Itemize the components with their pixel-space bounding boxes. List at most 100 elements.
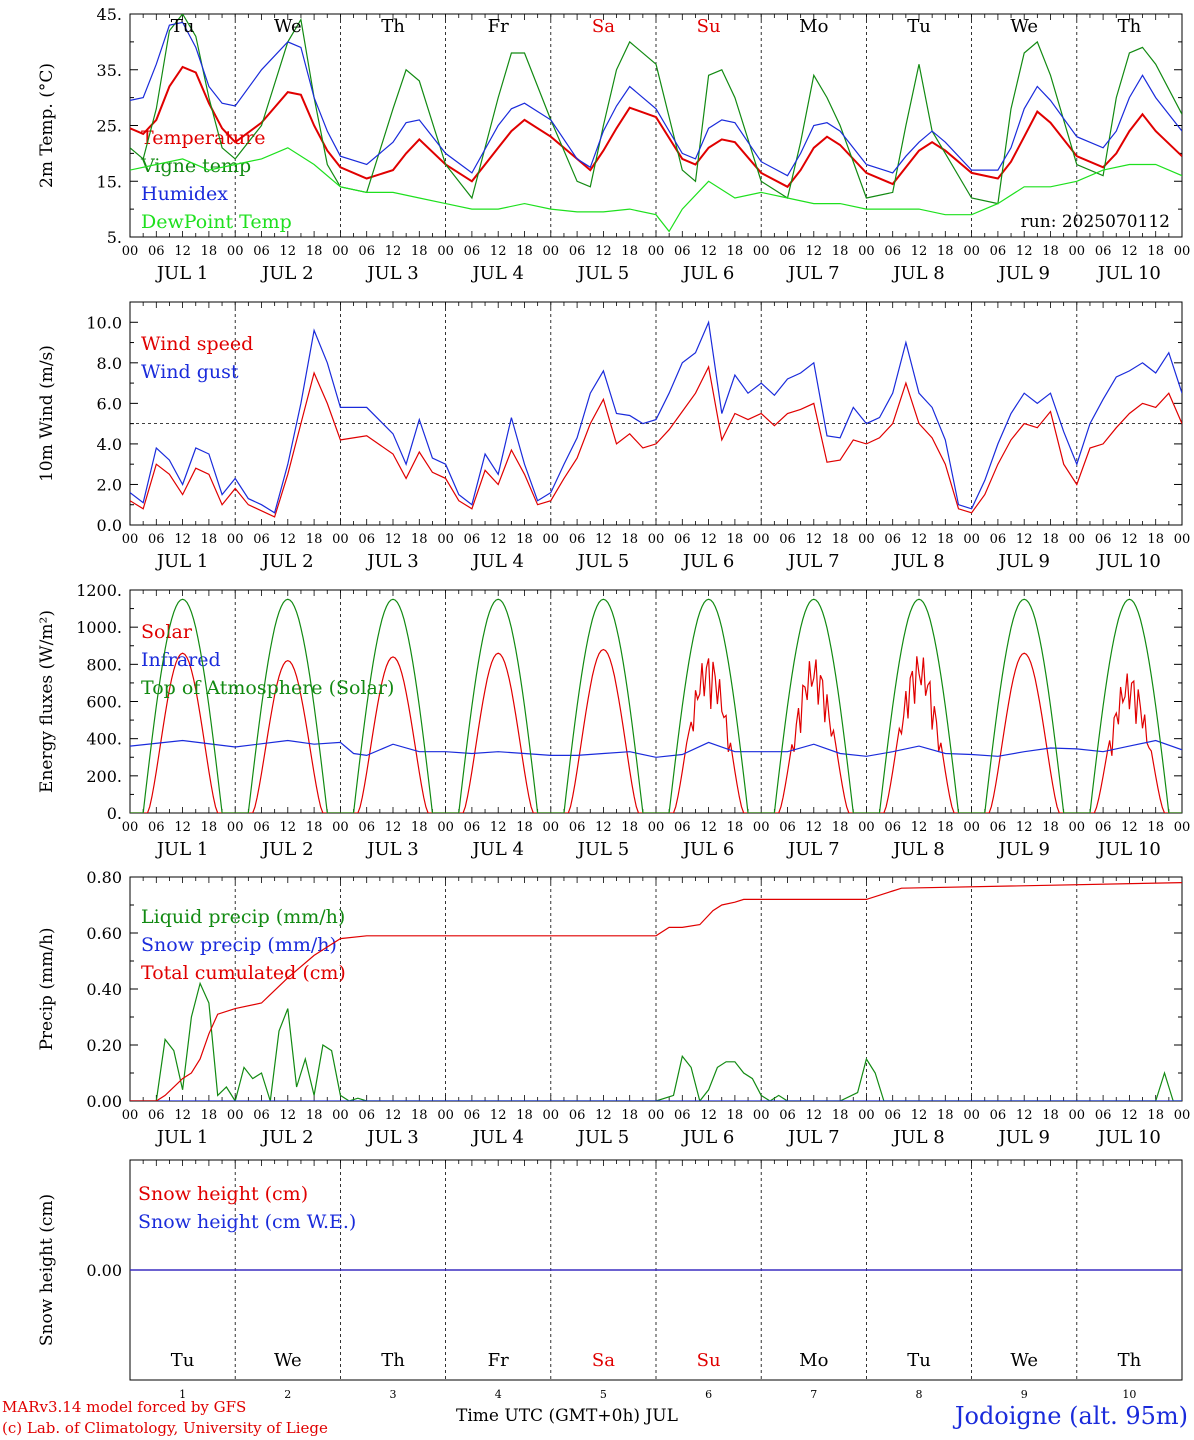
hour-tick-label: 12	[490, 820, 507, 835]
series-line-blue	[130, 320, 1182, 514]
hour-tick-label: 00	[858, 820, 875, 835]
hour-tick-label: 12	[700, 820, 717, 835]
date-label: JUL 6	[681, 263, 735, 284]
day-name-top: Fr	[488, 16, 509, 37]
hour-tick-label: 18	[937, 532, 954, 547]
hour-tick-label: 18	[832, 244, 849, 259]
hour-tick-label: 06	[148, 532, 165, 547]
hour-tick-label: 18	[727, 820, 744, 835]
panel-frame	[129, 301, 1183, 526]
series-line-green	[130, 598, 1182, 813]
hour-tick-label: 18	[1042, 244, 1059, 259]
hour-tick-label: 06	[464, 820, 481, 835]
hour-tick-label: 18	[201, 532, 218, 547]
hour-tick-label: 18	[937, 244, 954, 259]
hour-tick-label: 12	[385, 820, 402, 835]
day-number: 9	[1021, 1388, 1028, 1401]
hour-tick-label: 18	[411, 1108, 428, 1123]
y-tick-label: 800.	[86, 655, 122, 674]
hour-tick-label: 00	[437, 244, 454, 259]
series-line-blue	[130, 739, 1182, 758]
date-label: JUL 9	[996, 263, 1050, 284]
hour-tick-label: 00	[332, 244, 349, 259]
panel-frame	[129, 13, 1183, 238]
hour-tick-label: 18	[516, 820, 533, 835]
date-label: JUL 7	[786, 839, 840, 860]
y-axis-label: Snow height (cm)	[37, 1194, 57, 1346]
date-label: JUL 8	[891, 263, 945, 284]
hour-tick-label: 12	[280, 1108, 297, 1123]
hour-tick-label: 12	[1016, 244, 1033, 259]
hour-tick-label: 00	[332, 820, 349, 835]
hour-tick-label: 06	[358, 1108, 375, 1123]
hour-tick-label: 18	[516, 532, 533, 547]
series-line-lightgreen	[130, 147, 1182, 233]
hour-tick-label: 06	[253, 1108, 270, 1123]
hour-tick-label: 18	[1147, 1108, 1164, 1123]
hour-tick-label: 18	[306, 532, 323, 547]
hour-tick-label: 06	[148, 1108, 165, 1123]
date-label: JUL 2	[260, 551, 314, 572]
hour-tick-label: 12	[595, 1108, 612, 1123]
day-name-top: Th	[381, 16, 405, 37]
hour-tick-label: 00	[122, 820, 139, 835]
date-label: JUL 9	[996, 839, 1050, 860]
hour-tick-label: 00	[543, 820, 560, 835]
day-number: 2	[284, 1388, 291, 1401]
day-name-bottom: Th	[381, 1350, 405, 1371]
series-line-red	[130, 365, 1182, 518]
hour-tick-label: 00	[963, 532, 980, 547]
hour-tick-label: 06	[358, 820, 375, 835]
hour-tick-label: 06	[779, 244, 796, 259]
legend-blue: Snow height (cm W.E.)	[138, 1211, 356, 1233]
hour-tick-label: 00	[648, 1108, 665, 1123]
run-label: run: 2025070112	[1021, 212, 1170, 232]
date-label: JUL 1	[155, 263, 209, 284]
hour-tick-label: 12	[174, 1108, 191, 1123]
hour-tick-label: 12	[806, 1108, 823, 1123]
hour-tick-label: 06	[253, 820, 270, 835]
series-line-red	[130, 648, 1182, 813]
hour-tick-label: 12	[911, 244, 928, 259]
day-name-top: We	[274, 16, 302, 37]
hour-tick-label: 12	[911, 532, 928, 547]
legend-red: Total cumulated (cm)	[141, 962, 346, 984]
y-tick-label: 10.0	[86, 313, 122, 332]
date-label: JUL 3	[365, 1127, 419, 1148]
hour-tick-label: 18	[621, 532, 638, 547]
lab-credit: (c) Lab. of Climatology, University of L…	[2, 1419, 328, 1437]
day-name-top: Su	[697, 16, 721, 37]
day-name-bottom: Th	[1118, 1350, 1142, 1371]
day-name-top: We	[1010, 16, 1038, 37]
date-label: JUL 9	[996, 551, 1050, 572]
y-axis-label: Precip (mm/h)	[37, 927, 57, 1050]
hour-tick-label: 18	[937, 1108, 954, 1123]
y-tick-label: 0.40	[86, 980, 122, 999]
hour-tick-label: 06	[884, 820, 901, 835]
hour-tick-label: 18	[1042, 532, 1059, 547]
y-tick-label: 8.0	[97, 354, 122, 373]
hour-tick-label: 06	[1095, 820, 1112, 835]
hour-tick-label: 18	[516, 244, 533, 259]
date-label: JUL 8	[891, 551, 945, 572]
day-number: 5	[600, 1388, 607, 1401]
hour-tick-label: 00	[543, 244, 560, 259]
legend-blue: Infrared	[141, 649, 221, 671]
model-credit: MARv3.14 model forced by GFS	[2, 1398, 247, 1416]
date-label: JUL 2	[260, 839, 314, 860]
date-label: JUL 6	[681, 1127, 735, 1148]
hour-tick-label: 18	[727, 244, 744, 259]
y-tick-label: 1000.	[76, 618, 122, 637]
hour-tick-label: 12	[490, 532, 507, 547]
hour-tick-label: 18	[306, 820, 323, 835]
y-tick-label: 25.	[97, 117, 122, 136]
hour-tick-label: 06	[674, 244, 691, 259]
hour-tick-label: 06	[884, 532, 901, 547]
day-name-top: Mo	[799, 16, 828, 37]
hour-tick-label: 00	[963, 244, 980, 259]
hour-tick-label: 18	[832, 532, 849, 547]
series-line-blue	[130, 21, 1182, 177]
hour-tick-label: 18	[306, 244, 323, 259]
hour-tick-label: 06	[358, 244, 375, 259]
